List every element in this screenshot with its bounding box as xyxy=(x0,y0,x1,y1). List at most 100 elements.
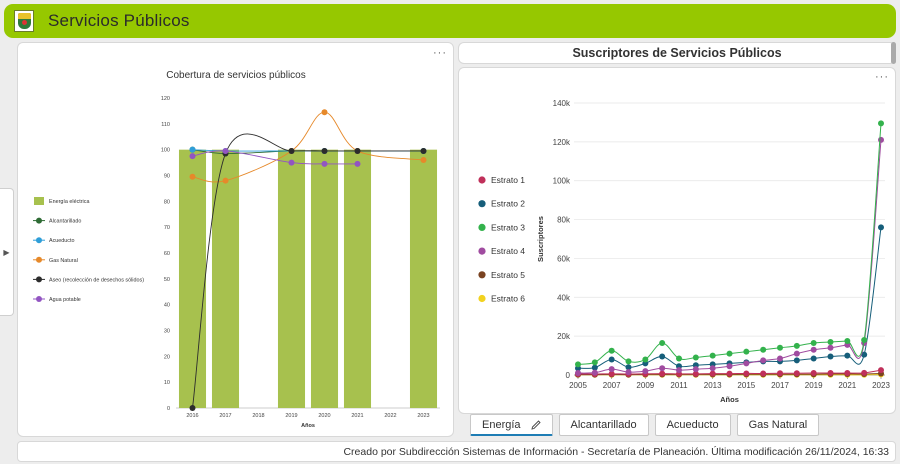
scrollbar[interactable] xyxy=(891,42,896,64)
y-tick-label: 30 xyxy=(164,329,170,335)
data-point xyxy=(793,357,800,364)
y-tick-label: 110 xyxy=(161,122,170,128)
data-point xyxy=(288,159,295,166)
data-point xyxy=(189,173,196,180)
legend-marker xyxy=(36,276,42,283)
data-point xyxy=(692,354,699,361)
y-tick-label: 20k xyxy=(557,332,571,341)
municipality-logo xyxy=(14,10,34,32)
data-point xyxy=(321,109,328,116)
data-point xyxy=(844,338,851,344)
legend-marker xyxy=(36,237,42,244)
tab-label: Alcantarillado xyxy=(570,419,637,431)
chevron-right-icon: ▶ xyxy=(3,247,10,257)
legend-label: Estrato 3 xyxy=(491,222,525,232)
x-tick-label: 2021 xyxy=(351,413,363,419)
data-point xyxy=(591,364,598,371)
legend-label: Aseo (recolección de desechos sólidos) xyxy=(49,277,144,283)
legend-marker xyxy=(478,176,486,184)
data-point xyxy=(676,367,682,374)
data-point xyxy=(810,339,817,346)
x-tick-label: 2017 xyxy=(219,413,231,419)
legend-marker xyxy=(478,200,486,208)
pencil-icon[interactable] xyxy=(530,419,541,430)
y-tick-label: 40 xyxy=(164,303,170,309)
x-tick-label: 2007 xyxy=(603,381,621,390)
more-options-icon[interactable]: ··· xyxy=(875,71,889,83)
x-tick-label: 2011 xyxy=(670,381,688,390)
data-point xyxy=(642,356,649,363)
x-tick-label: 2005 xyxy=(569,381,587,390)
data-point xyxy=(321,147,328,154)
data-point xyxy=(760,357,767,364)
data-point xyxy=(743,360,750,367)
y-axis-label: Suscriptores xyxy=(536,216,545,262)
app-header: Servicios Públicos xyxy=(4,4,896,38)
data-point xyxy=(844,352,851,359)
more-options-icon[interactable]: ··· xyxy=(433,47,447,59)
tab-gas-natural[interactable]: Gas Natural xyxy=(736,414,820,436)
data-point xyxy=(189,405,196,411)
x-tick-label: 2023 xyxy=(872,381,890,390)
footer: Creado por Subdirección Sistemas de Info… xyxy=(17,441,896,462)
x-tick-label: 2019 xyxy=(285,413,297,419)
data-point xyxy=(844,370,851,377)
data-point xyxy=(760,370,767,377)
data-point xyxy=(827,353,834,360)
bar-energia-electrica xyxy=(178,149,207,408)
x-tick-label: 2009 xyxy=(636,381,654,390)
data-point xyxy=(288,147,295,154)
data-point xyxy=(827,344,834,351)
data-point xyxy=(726,350,733,357)
tab-label: Acueducto xyxy=(666,419,719,431)
x-axis-label: Años xyxy=(301,423,315,429)
tab-alcantarillado[interactable]: Alcantarillado xyxy=(558,414,649,436)
y-tick-label: 80 xyxy=(164,199,170,205)
legend-label: Estrato 5 xyxy=(491,270,525,280)
legend-label: Agua potable xyxy=(49,297,81,303)
y-tick-label: 0 xyxy=(566,371,571,380)
data-point xyxy=(692,370,699,377)
legend-label: Estrato 2 xyxy=(491,199,525,209)
legend-label: Estrato 1 xyxy=(491,175,525,185)
y-tick-label: 0 xyxy=(167,406,170,412)
data-point xyxy=(777,355,783,362)
data-point xyxy=(608,356,615,363)
data-point xyxy=(608,366,615,373)
data-point xyxy=(760,346,767,353)
tab-bar: Energía Alcantarillado Acueducto Gas Nat… xyxy=(470,414,820,436)
y-tick-label: 100 xyxy=(161,148,170,154)
data-point xyxy=(189,153,196,160)
data-point xyxy=(222,147,229,154)
data-point xyxy=(659,353,666,360)
x-tick-label: 2021 xyxy=(838,381,856,390)
data-point xyxy=(709,352,716,359)
legend-marker xyxy=(478,271,486,279)
subscribers-chart-card: ··· 0 20k 40k 60k 80k 100k 120k 140k 2005 2007 200… xyxy=(458,67,896,414)
subscribers-title-bar: Suscriptores de Servicios Públicos xyxy=(458,42,896,64)
expand-panel-toggle[interactable]: ▶ xyxy=(0,188,14,316)
bar-energia-electrica xyxy=(310,149,339,408)
tab-energia[interactable]: Energía xyxy=(470,414,553,436)
data-point xyxy=(810,355,817,362)
y-tick-label: 140k xyxy=(553,99,571,108)
legend-marker xyxy=(36,296,42,302)
series-line xyxy=(577,139,882,374)
tab-acueducto[interactable]: Acueducto xyxy=(654,414,731,436)
data-point xyxy=(591,359,598,366)
data-point xyxy=(878,120,884,127)
y-tick-label: 60k xyxy=(557,254,571,263)
y-tick-label: 50 xyxy=(164,277,170,283)
bar-energia-electrica xyxy=(343,149,372,408)
legend-label: Estrato 6 xyxy=(491,294,525,304)
data-point xyxy=(743,348,750,355)
data-point xyxy=(777,370,783,377)
data-point xyxy=(354,147,361,154)
data-point xyxy=(793,350,800,357)
y-tick-label: 100k xyxy=(553,177,571,186)
y-tick-label: 70 xyxy=(164,225,170,231)
data-point xyxy=(861,351,868,358)
legend-label: Estrato 4 xyxy=(491,246,525,256)
tab-label: Gas Natural xyxy=(748,419,808,431)
data-point xyxy=(575,361,581,368)
